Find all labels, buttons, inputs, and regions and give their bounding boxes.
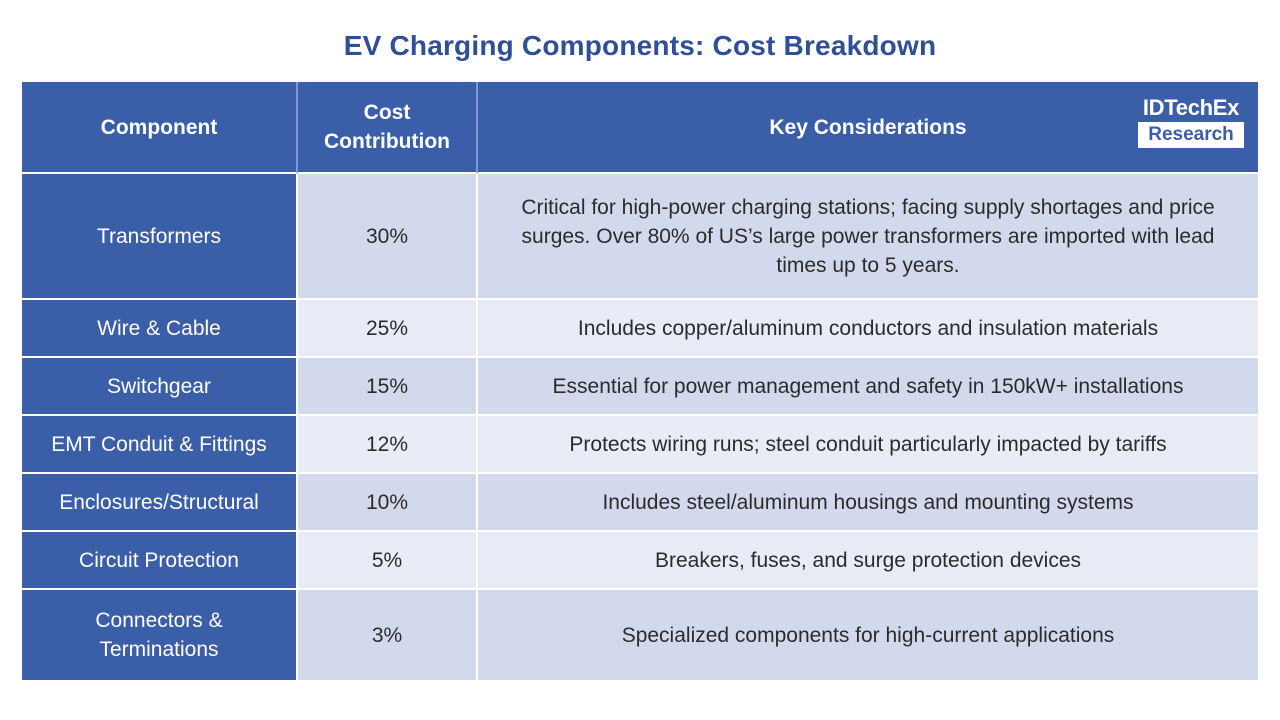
idtechex-logo: IDTechEx Research — [1138, 96, 1244, 148]
logo-subtitle: Research — [1138, 122, 1244, 148]
table-row-component: Switchgear — [22, 358, 298, 416]
table-row-considerations: Includes copper/aluminum conductors and … — [478, 300, 1258, 358]
table-row-considerations: Essential for power management and safet… — [478, 358, 1258, 416]
table-row-considerations: Includes steel/aluminum housings and mou… — [478, 474, 1258, 532]
table-row-component: EMT Conduit & Fittings — [22, 416, 298, 474]
header-key-considerations: Key Considerations IDTechEx Research — [478, 82, 1258, 174]
table-row-component-label: Connectors & Terminations — [95, 609, 223, 661]
table-row-cost: 3% — [298, 590, 478, 682]
table-row-considerations: Protects wiring runs; steel conduit part… — [478, 416, 1258, 474]
table-row-component: Transformers — [22, 174, 298, 300]
table-row-cost: 10% — [298, 474, 478, 532]
page-title: EV Charging Components: Cost Breakdown — [343, 30, 937, 61]
table-row-cost: 12% — [298, 416, 478, 474]
table-row-cost: 5% — [298, 532, 478, 590]
header-key-considerations-label: Key Considerations — [769, 115, 967, 139]
table-row-considerations: Breakers, fuses, and surge protection de… — [478, 532, 1258, 590]
table-row-cost: 30% — [298, 174, 478, 300]
table-row-cost: 25% — [298, 300, 478, 358]
cost-breakdown-table: Component Cost Contribution Key Consider… — [22, 82, 1258, 688]
logo-wordmark: IDTechEx — [1142, 95, 1240, 120]
header-cost-contribution-label: Cost Contribution — [324, 101, 450, 153]
table-row-cost: 15% — [298, 358, 478, 416]
table-row-component: Wire & Cable — [22, 300, 298, 358]
table-row-considerations: Critical for high-power charging station… — [478, 174, 1258, 300]
header-cost-contribution: Cost Contribution — [298, 82, 478, 174]
table-row-component: Connectors & Terminations — [22, 590, 298, 682]
table-row-component: Circuit Protection — [22, 532, 298, 590]
table-row-component: Enclosures/Structural — [22, 474, 298, 532]
header-component: Component — [22, 82, 298, 174]
table-row-considerations: Specialized components for high-current … — [478, 590, 1258, 682]
